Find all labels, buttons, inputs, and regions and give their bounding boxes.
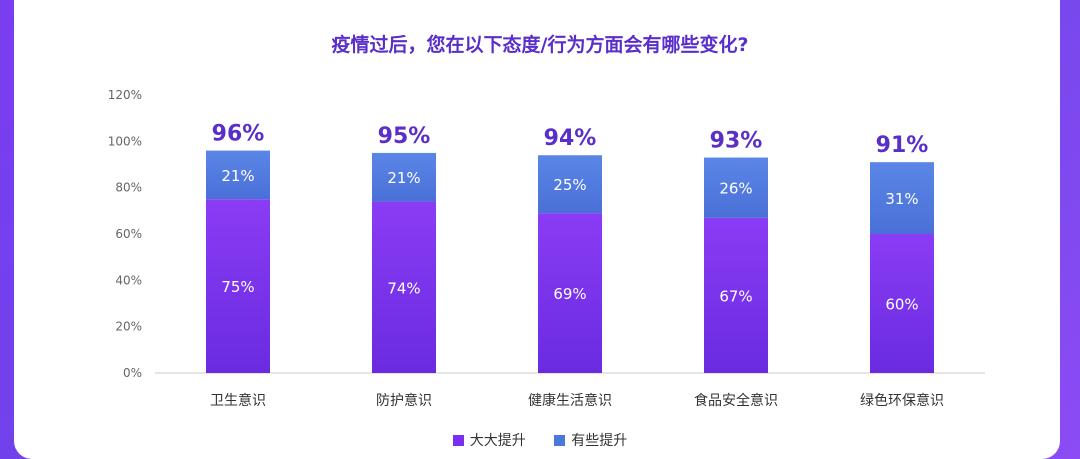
y-tick-label-4: 80% — [115, 181, 142, 195]
legend-swatch-1 — [554, 434, 566, 446]
chart-legend: 大大提升 有些提升 — [0, 430, 1080, 450]
y-tick-label-0: 0% — [123, 366, 142, 380]
bar-0-0 — [206, 199, 270, 373]
bar-1-1 — [372, 152, 436, 202]
bar-label-1-1: 21% — [387, 169, 420, 187]
bar-label-0-4: 60% — [885, 296, 918, 314]
legend-label-0: 大大提升 — [469, 433, 526, 449]
total-label-3: 93% — [710, 129, 763, 154]
bar-1-4 — [870, 162, 934, 234]
bar-1-3 — [704, 157, 768, 218]
bar-label-0-0: 75% — [221, 278, 254, 296]
chart-title: 疫情过后，您在以下态度/行为方面会有哪些变化? — [331, 34, 749, 56]
x-tick-label-4: 绿色环保意识 — [860, 392, 944, 409]
y-tick-label-2: 40% — [115, 273, 142, 287]
bar-1-0 — [206, 150, 270, 200]
x-tick-label-3: 食品安全意识 — [694, 392, 778, 409]
total-label-2: 94% — [544, 126, 597, 151]
x-tick-label-2: 健康生活意识 — [528, 392, 612, 409]
bar-label-1-0: 21% — [221, 167, 254, 185]
bar-0-1 — [372, 201, 436, 373]
bar-label-1-4: 31% — [885, 190, 918, 208]
bar-label-1-2: 25% — [553, 176, 586, 194]
legend-item-1: 有些提升 — [554, 430, 627, 450]
legend-item-0: 大大提升 — [452, 430, 526, 450]
y-tick-label-6: 120% — [108, 88, 142, 102]
total-label-1: 95% — [378, 124, 431, 149]
bar-0-2 — [538, 213, 602, 373]
total-label-4: 91% — [876, 133, 929, 158]
bar-label-0-3: 67% — [719, 287, 752, 305]
legend-swatch-0 — [452, 434, 464, 446]
y-tick-label-5: 100% — [108, 134, 142, 148]
bar-label-1-3: 26% — [719, 180, 752, 198]
y-tick-label-1: 20% — [115, 320, 142, 334]
bar-0-3 — [704, 217, 768, 373]
total-label-0: 96% — [212, 122, 265, 147]
bar-1-2 — [538, 155, 602, 214]
x-tick-label-0: 卫生意识 — [210, 392, 266, 409]
bar-label-0-2: 69% — [553, 285, 586, 303]
bar-0-4 — [870, 234, 934, 373]
x-tick-label-1: 防护意识 — [376, 392, 432, 409]
bar-label-0-1: 74% — [387, 279, 420, 297]
y-tick-label-3: 60% — [115, 227, 142, 241]
legend-label-1: 有些提升 — [571, 433, 628, 449]
